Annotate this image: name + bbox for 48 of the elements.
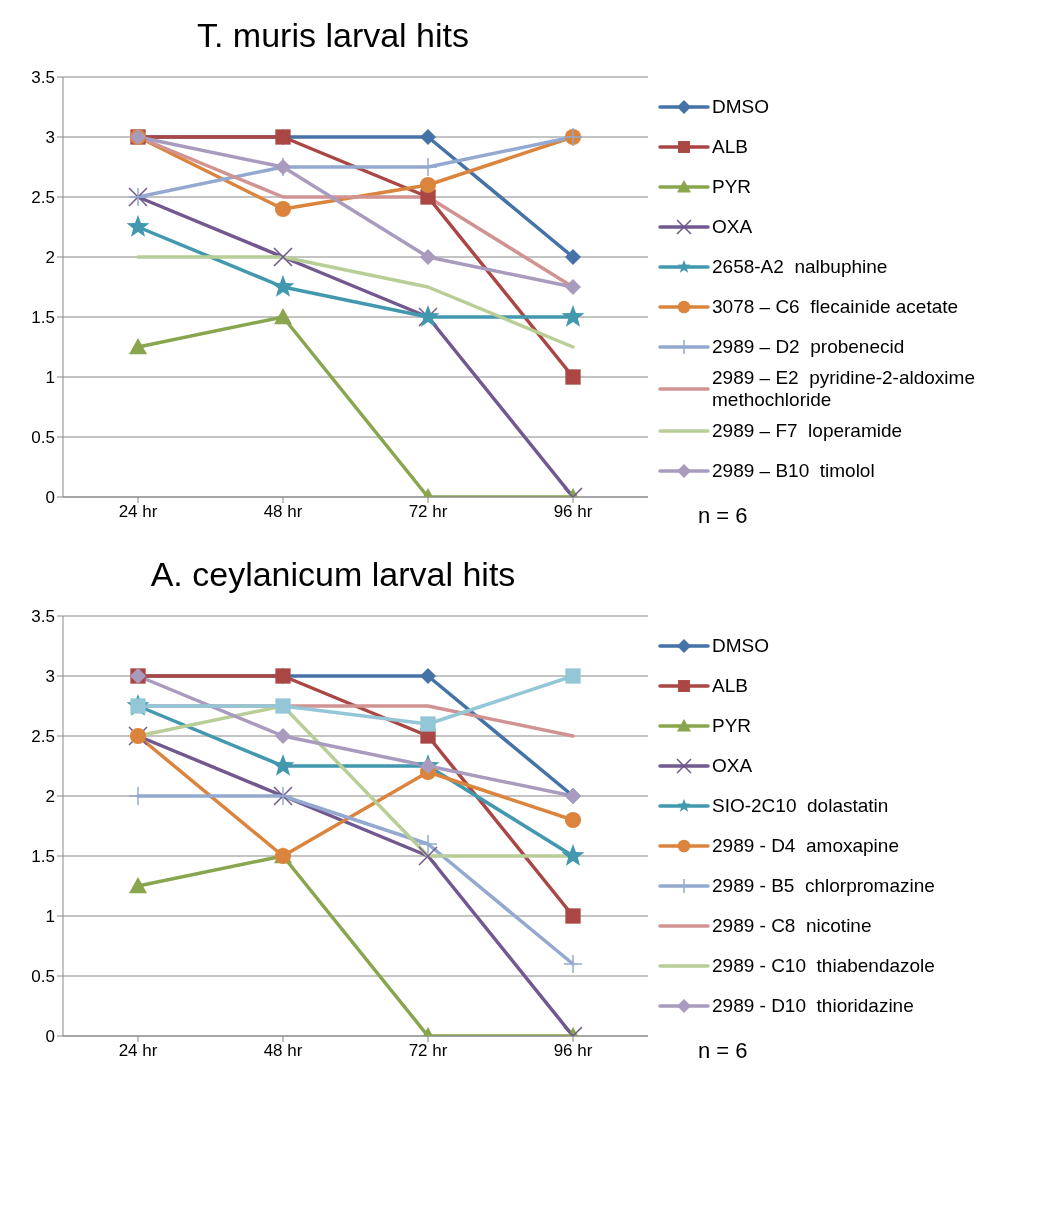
- y-tick-label: 0.5: [31, 428, 55, 448]
- x-tick-label: 96 hr: [553, 1041, 593, 1061]
- legend-label: 2989 - D4 amoxapine: [712, 835, 899, 857]
- y-tick-label: 1.5: [31, 847, 55, 867]
- y-tick-label: 3: [45, 667, 55, 687]
- x-tick-label: 24 hr: [118, 502, 158, 522]
- legend-label: DMSO: [712, 96, 769, 118]
- legend-label: PYR: [712, 715, 752, 737]
- y-tick-label: 0: [45, 488, 55, 508]
- legend-label: 2989 – F7 loperamide: [712, 420, 903, 442]
- legend-label: 2989 – B10 timolol: [712, 460, 875, 482]
- y-tick-label: 2.5: [31, 727, 55, 747]
- x-tick-label: 48 hr: [263, 1041, 303, 1061]
- y-tick-label: 2: [45, 787, 55, 807]
- y-tick-label: 0.5: [31, 967, 55, 987]
- text: n = 6: [698, 1038, 749, 1064]
- legend-label: 2989 – E2 pyridine-2-aldoxime methochloride: [712, 367, 976, 411]
- legend-label: 2989 - D10 thioridazine: [712, 995, 914, 1017]
- legend-label: 2989 - C8 nicotine: [712, 915, 872, 937]
- legend-label: 3078 – C6 flecainide acetate: [712, 296, 959, 318]
- legend-label: SIO-2C10 dolastatin: [712, 795, 889, 817]
- y-tick-label: 3: [45, 128, 55, 148]
- y-tick-label: 3.5: [31, 68, 55, 88]
- legend-label: ALB: [712, 675, 748, 697]
- legend-label: DMSO: [712, 635, 769, 657]
- legend-label: PYR: [712, 176, 752, 198]
- legend-label: 2989 - C10 thiabendazole: [712, 955, 935, 977]
- y-tick-label: 2.5: [31, 188, 55, 208]
- legend-label: 2989 - B5 chlorpromazine: [712, 875, 935, 897]
- legend-label: OXA: [712, 216, 753, 238]
- x-tick-label: 24 hr: [118, 1041, 158, 1061]
- y-tick-label: 2: [45, 248, 55, 268]
- y-tick-label: 1.5: [31, 308, 55, 328]
- x-tick-label: 72 hr: [408, 1041, 448, 1061]
- legend-label: OXA: [712, 755, 753, 777]
- legend-label: ALB: [712, 136, 748, 158]
- chart-title: A. ceylanicum larval hits: [149, 554, 517, 595]
- x-tick-label: 48 hr: [263, 502, 303, 522]
- y-tick-label: 1: [45, 368, 55, 388]
- y-tick-label: 0: [45, 1027, 55, 1047]
- chart-title: T. muris larval hits: [195, 15, 471, 56]
- y-tick-label: 1: [45, 907, 55, 927]
- legend-label: 2989 – D2 probenecid: [712, 336, 905, 358]
- y-tick-label: 3.5: [31, 607, 55, 627]
- x-tick-label: 72 hr: [408, 502, 448, 522]
- legend-label: 2658-A2 nalbuphine: [712, 256, 888, 278]
- text: n = 6: [698, 503, 749, 529]
- x-tick-label: 96 hr: [553, 502, 593, 522]
